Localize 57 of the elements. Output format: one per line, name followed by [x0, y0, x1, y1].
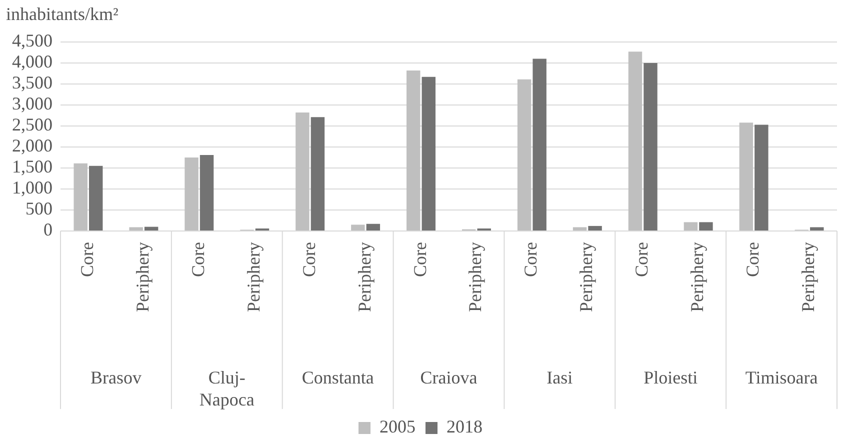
bar	[406, 70, 420, 230]
bar	[644, 63, 658, 230]
x-tick-label: Core	[632, 242, 652, 277]
x-tick-label: Periphery	[132, 242, 152, 312]
text: Cluj- Napoca	[199, 368, 254, 410]
text: Timisoara	[745, 368, 818, 388]
bar	[200, 154, 214, 230]
bar	[144, 226, 158, 230]
x-tick-label: Periphery	[687, 242, 708, 312]
bar	[628, 52, 642, 230]
y-tick-label: 2,500	[12, 114, 52, 135]
bar	[366, 224, 380, 230]
y-tick-label: 4,500	[12, 30, 52, 51]
bar	[517, 79, 532, 230]
y-tick-label: 0	[44, 220, 52, 240]
bar	[351, 224, 365, 230]
x-tick-label: Core	[742, 242, 763, 277]
bar	[699, 222, 713, 230]
x-tick-label: Core	[76, 242, 97, 277]
y-tick-label: 1,500	[12, 156, 52, 177]
bar	[296, 112, 310, 230]
text: Brasov	[90, 368, 142, 388]
bar	[739, 122, 754, 230]
y-tick-label: 3,000	[12, 94, 52, 114]
x-tick-label: Core	[520, 242, 541, 277]
bar	[74, 163, 88, 230]
text: Constanta	[302, 368, 374, 388]
x-tick-label: Periphery	[465, 242, 486, 312]
bar	[422, 76, 436, 230]
x-tick-label: Periphery	[798, 242, 818, 312]
text: Ploiesti	[644, 368, 698, 388]
y-tick-label: 2,000	[12, 136, 52, 156]
legend-label: 2018	[446, 416, 482, 437]
y-tick-label: 3,500	[12, 72, 52, 93]
legend-label: 2005	[380, 416, 416, 437]
y-tick-label: 1,000	[12, 178, 52, 198]
x-tick-label: Core	[188, 242, 208, 277]
bar	[684, 222, 698, 230]
x-tick-label: Periphery	[354, 242, 374, 312]
bar	[810, 227, 824, 230]
x-tick-label: Periphery	[243, 242, 264, 312]
text: Craiova	[420, 368, 478, 388]
x-tick-label: Core	[298, 242, 319, 277]
y-tick-label: 4,000	[12, 52, 52, 72]
bar	[754, 124, 768, 230]
y-tick-label: 500	[26, 198, 52, 219]
bar	[184, 158, 198, 230]
text: Iasi	[546, 368, 573, 388]
x-tick-label: Periphery	[576, 242, 596, 312]
bar	[88, 166, 103, 230]
bar	[129, 227, 143, 230]
bar	[588, 226, 602, 230]
bar	[572, 227, 587, 230]
x-tick-label: Core	[410, 242, 430, 277]
bar	[532, 58, 546, 230]
y-axis-title: inhabitants/km²	[6, 4, 118, 25]
bar	[310, 117, 325, 230]
